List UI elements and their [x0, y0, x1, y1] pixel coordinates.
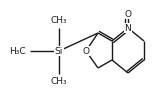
Text: N: N [125, 24, 131, 33]
Text: H₃C: H₃C [9, 47, 26, 56]
Text: CH₃: CH₃ [51, 16, 67, 25]
Text: O: O [82, 47, 90, 56]
Text: O: O [124, 10, 132, 19]
Text: Si: Si [55, 47, 63, 56]
Text: CH₃: CH₃ [51, 77, 67, 86]
